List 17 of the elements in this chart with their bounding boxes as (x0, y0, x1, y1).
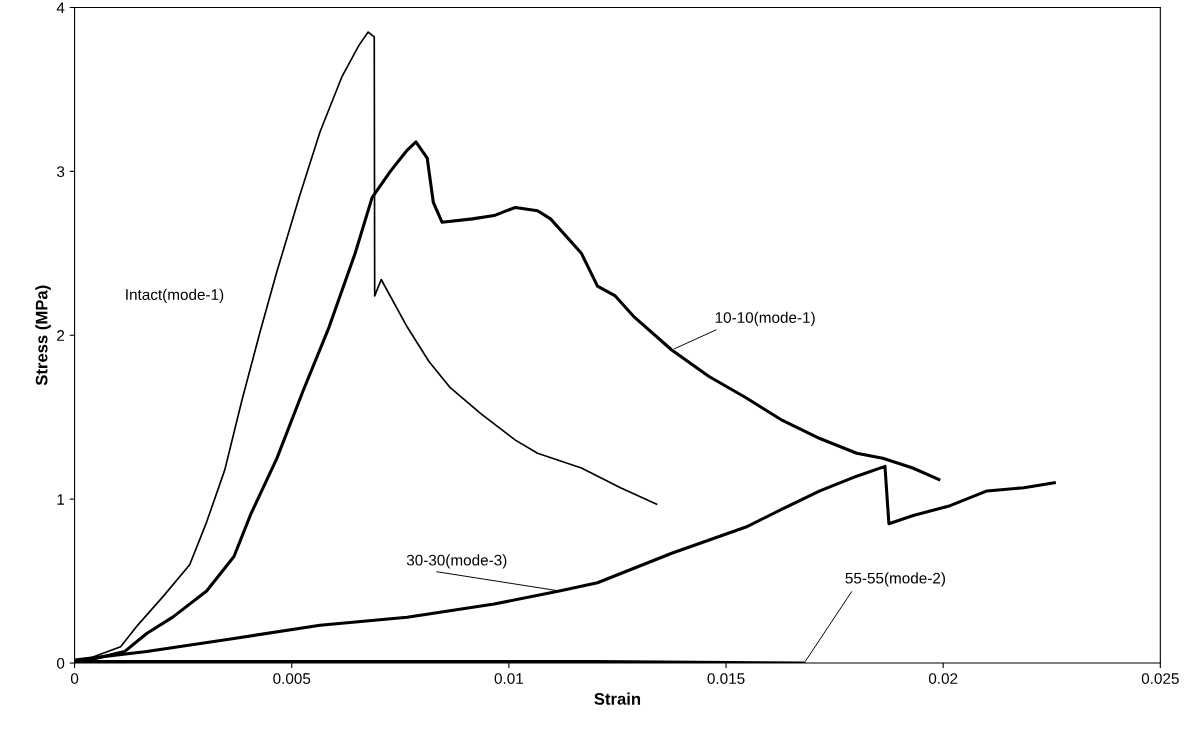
x-tick-label: 0.025 (1141, 673, 1179, 684)
y-tick-label: 3 (56, 166, 65, 178)
y-tick-label: 0 (56, 657, 65, 669)
y-axis-title: Stress (MPa) (35, 285, 51, 386)
text: Intact(mode-1) (126, 288, 224, 304)
x-tick-label: 0.015 (707, 673, 745, 684)
text: 30-30(mode-3) (406, 554, 507, 569)
text: 10-10(mode-1) (715, 311, 815, 326)
x-tick-label: 0.01 (494, 673, 524, 684)
x-axis-title: Strain (594, 692, 641, 705)
text: 55-55(mode-2) (845, 572, 945, 587)
x-tick-label: 0.02 (928, 673, 958, 684)
y-tick-label: 4 (56, 2, 65, 13)
y-tick-label: 2 (57, 330, 65, 341)
x-tick-label: 0 (70, 673, 79, 684)
y-tick-label: 1 (57, 494, 65, 505)
x-tick-label: 0.005 (273, 673, 311, 684)
